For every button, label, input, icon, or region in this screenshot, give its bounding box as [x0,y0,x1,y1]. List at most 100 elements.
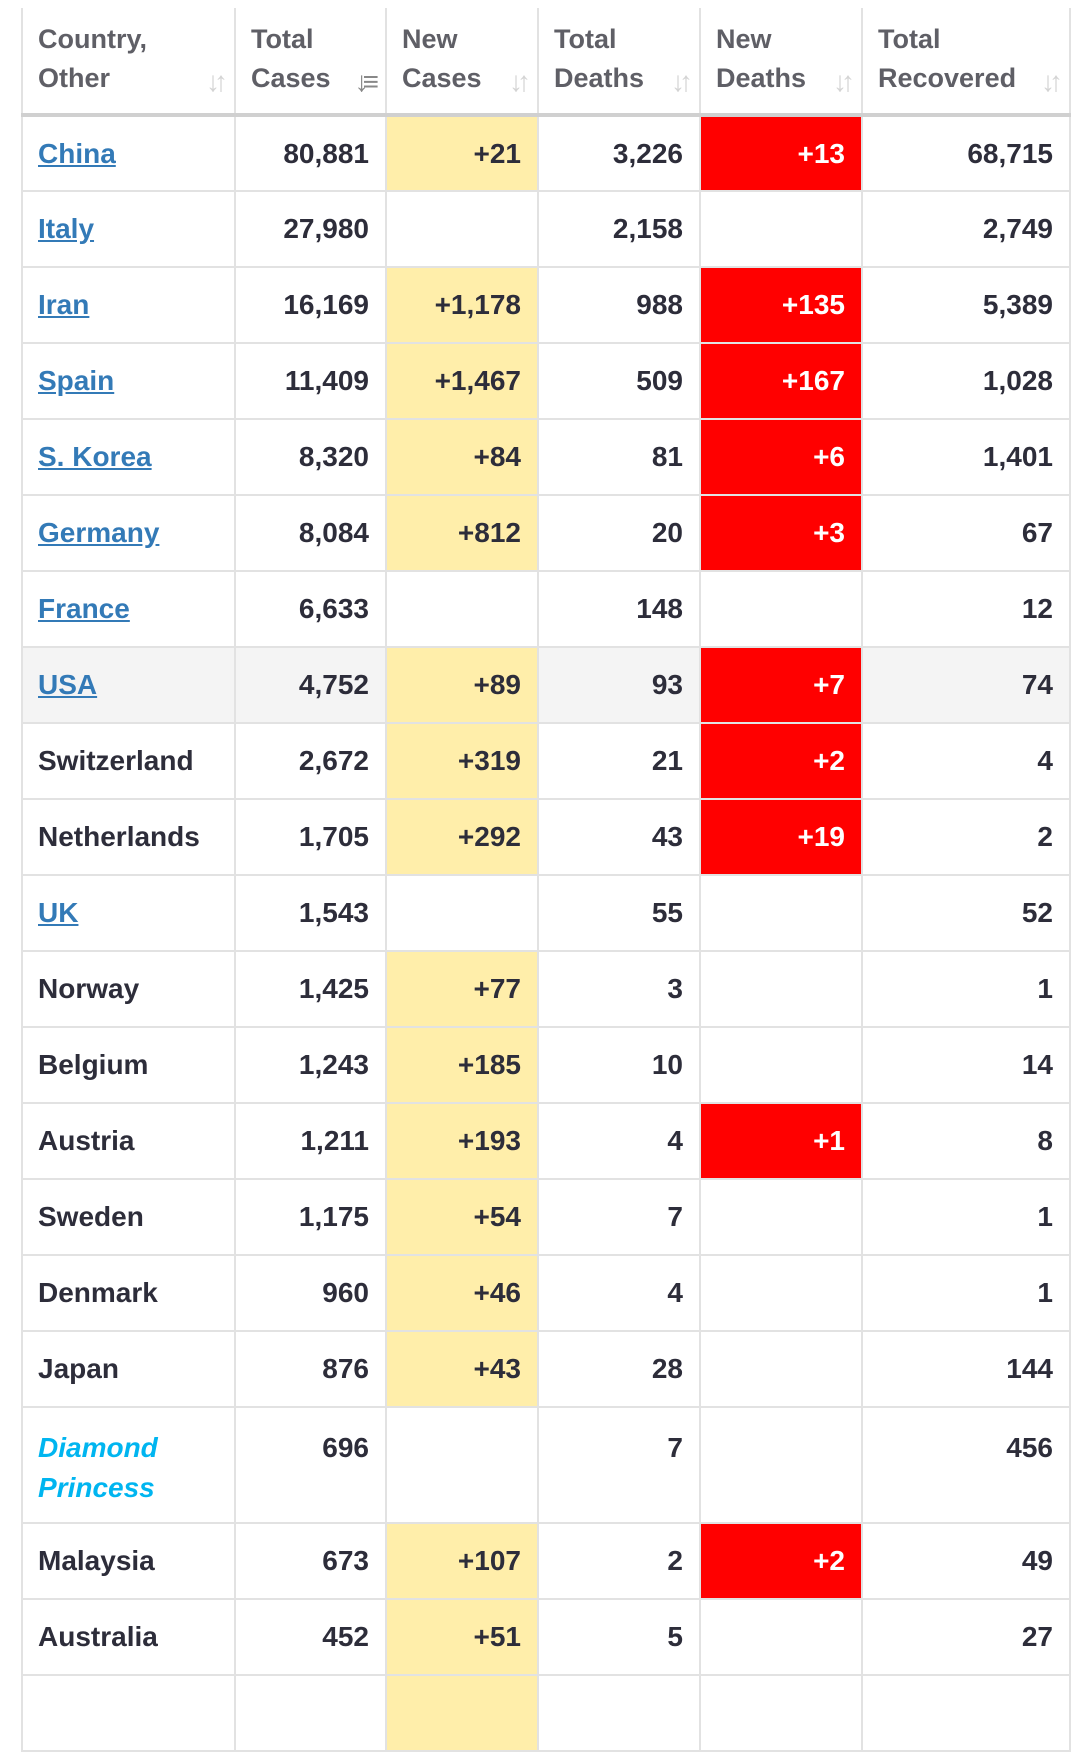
table-row: Malaysia 673 +107 2 +2 49 [21,1522,1071,1600]
new-cases-cell: +193 [385,1102,539,1180]
country-link[interactable]: Germany [38,517,160,548]
column-header-new-cases[interactable]: New Cases ↓↑ [385,8,539,117]
new-deaths-cell [699,1598,863,1676]
total-deaths-cell: 3 [537,950,701,1028]
total-cases-cell [234,1674,387,1752]
table-row: USA 4,752 +89 93 +7 74 [21,646,1071,724]
total-deaths-cell: 5 [537,1598,701,1676]
country-cell: Netherlands [21,798,236,876]
sort-desc-icon[interactable]: ↓≡ [354,66,379,97]
column-header-total-cases[interactable]: Total Cases ↓≡ [234,8,387,117]
column-header-new-deaths[interactable]: New Deaths ↓↑ [699,8,863,117]
new-deaths-cell [699,1674,863,1752]
sort-icon[interactable]: ↓↑ [1041,66,1063,97]
total-recovered-cell: 456 [861,1406,1071,1524]
header-line1: Country, [38,24,147,54]
new-cases-cell [385,190,539,268]
country-name: Australia [38,1621,158,1652]
country-link[interactable]: Italy [38,213,95,244]
country-cell: China [21,114,236,192]
table-row: Switzerland 2,672 +319 21 +2 4 [21,722,1071,800]
country-link[interactable]: USA [38,669,98,700]
sort-icon[interactable]: ↓↑ [206,66,228,97]
column-header-total-recovered[interactable]: Total Recovered ↓↑ [861,8,1071,117]
country-name: Malaysia [38,1545,155,1576]
total-deaths-cell: 7 [537,1178,701,1256]
country-link[interactable]: S. Korea [38,441,152,472]
table-row: Austria 1,211 +193 4 +1 8 [21,1102,1071,1180]
country-cell: Malaysia [21,1522,236,1600]
new-cases-cell: +319 [385,722,539,800]
new-deaths-cell: +135 [699,266,863,344]
total-recovered-cell: 2 [861,798,1071,876]
total-recovered-cell: 5,389 [861,266,1071,344]
new-deaths-cell [699,570,863,648]
country-cell: Iran [21,266,236,344]
total-recovered-cell: 68,715 [861,114,1071,192]
total-recovered-cell: 52 [861,874,1071,952]
column-header-total-deaths[interactable]: Total Deaths ↓↑ [537,8,701,117]
coronavirus-cases-table: Country, Other ↓↑ Total Cases ↓≡ New Cases ↓↑ Tot… [21,8,1071,1752]
column-header-country[interactable]: Country, Other ↓↑ [21,8,236,117]
country-link[interactable]: Iran [38,289,90,320]
total-cases-cell: 8,084 [234,494,387,572]
table-row: Iran 16,169 +1,178 988 +135 5,389 [21,266,1071,344]
country-name: Belgium [38,1049,149,1080]
total-deaths-cell: 509 [537,342,701,420]
new-deaths-cell: +2 [699,722,863,800]
total-cases-cell: 876 [234,1330,387,1408]
table-row [21,1674,1071,1752]
ship-name: Diamond Princess [38,1432,158,1503]
country-cell: Germany [21,494,236,572]
table-row: Australia 452 +51 5 27 [21,1598,1071,1676]
country-cell: Sweden [21,1178,236,1256]
header-line2: Cases [402,63,482,93]
sort-icon[interactable]: ↓↑ [671,66,693,97]
country-cell: Denmark [21,1254,236,1332]
new-cases-cell [385,1406,539,1524]
table-row: Spain 11,409 +1,467 509 +167 1,028 [21,342,1071,420]
country-cell: Italy [21,190,236,268]
new-cases-cell: +43 [385,1330,539,1408]
total-cases-cell: 1,175 [234,1178,387,1256]
new-deaths-cell [699,1026,863,1104]
total-cases-cell: 1,243 [234,1026,387,1104]
total-deaths-cell: 988 [537,266,701,344]
total-recovered-cell: 1 [861,1254,1071,1332]
country-name: Sweden [38,1201,144,1232]
new-cases-cell: +812 [385,494,539,572]
new-cases-cell: +84 [385,418,539,496]
country-cell: Belgium [21,1026,236,1104]
total-cases-cell: 16,169 [234,266,387,344]
total-recovered-cell: 27 [861,1598,1071,1676]
country-link[interactable]: France [38,593,130,624]
country-link[interactable]: UK [38,897,79,928]
table-row: Belgium 1,243 +185 10 14 [21,1026,1071,1104]
total-recovered-cell: 8 [861,1102,1071,1180]
new-deaths-cell: +13 [699,114,863,192]
new-deaths-cell [699,190,863,268]
total-cases-cell: 696 [234,1406,387,1524]
total-cases-cell: 4,752 [234,646,387,724]
total-deaths-cell: 4 [537,1254,701,1332]
total-cases-cell: 8,320 [234,418,387,496]
sort-icon[interactable]: ↓↑ [509,66,531,97]
country-cell: Austria [21,1102,236,1180]
table-row: France 6,633 148 12 [21,570,1071,648]
new-cases-cell: +107 [385,1522,539,1600]
header-line1: Total [251,24,314,54]
total-recovered-cell: 1 [861,1178,1071,1256]
total-deaths-cell: 43 [537,798,701,876]
table-row: S. Korea 8,320 +84 81 +6 1,401 [21,418,1071,496]
country-link[interactable]: China [38,137,116,169]
sort-icon[interactable]: ↓↑ [833,66,855,97]
country-cell: USA [21,646,236,724]
total-cases-cell: 11,409 [234,342,387,420]
total-recovered-cell: 144 [861,1330,1071,1408]
new-deaths-cell [699,874,863,952]
country-link[interactable]: Spain [38,365,115,396]
header-line1: New [402,24,458,54]
total-cases-cell: 6,633 [234,570,387,648]
new-deaths-cell: +7 [699,646,863,724]
country-cell [21,1674,236,1752]
